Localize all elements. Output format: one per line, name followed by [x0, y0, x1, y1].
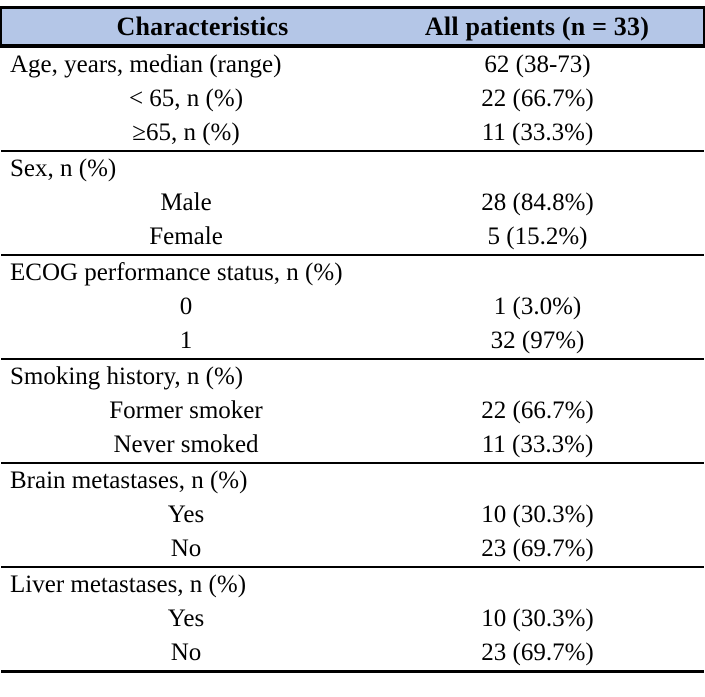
table-row: ECOG performance status, n (%): [1, 255, 704, 290]
row-value-cell: 10 (30.3%): [481, 604, 594, 632]
table-row: Sex, n (%): [1, 151, 704, 186]
row-label-cell: Yes: [167, 500, 205, 528]
table-row: 1 32 (97%): [1, 324, 704, 360]
patient-characteristics-table: Characteristics All patients (n = 33) Ag…: [0, 6, 705, 673]
table-row: Former smoker 22 (66.7%): [1, 394, 704, 428]
table-row: Never smoked 11 (33.3%): [1, 428, 704, 464]
table-row: Female 5 (15.2%): [1, 220, 704, 256]
row-value-cell: [371, 567, 704, 602]
row-label-cell: No: [1, 532, 371, 568]
row-label-cell: Male: [160, 188, 212, 216]
row-label-cell: ECOG performance status, n (%): [10, 258, 343, 286]
column-header-all-patients: All patients (n = 33): [371, 6, 705, 48]
row-value-cell: 1 (3.0%): [493, 292, 582, 320]
row-value-cell: [371, 463, 704, 498]
row-value-cell: [371, 255, 704, 290]
row-label-cell: Sex, n (%): [10, 154, 117, 182]
row-value-cell: [371, 151, 704, 186]
row-value-cell: [371, 359, 704, 394]
table-row: 0 1 (3.0%): [1, 290, 704, 324]
row-label-cell: Smoking history, n (%): [10, 362, 244, 390]
table-row: Age, years, median (range) 62 (38-73): [1, 46, 704, 82]
table-header: Characteristics All patients (n = 33): [0, 6, 705, 48]
table-row: Yes 10 (30.3%): [1, 602, 704, 636]
row-label-cell: Brain metastases, n (%): [10, 466, 248, 494]
table-row: ≥65, n (%) 11 (33.3%): [1, 116, 704, 152]
row-label-cell: Liver metastases, n (%): [10, 570, 247, 598]
row-label-cell: Female: [1, 220, 371, 256]
row-value-cell: 23 (69.7%): [371, 636, 704, 673]
table-row: < 65, n (%) 22 (66.7%): [1, 82, 704, 116]
row-label-cell: Age, years, median (range): [10, 50, 282, 78]
row-value-cell: 32 (97%): [371, 324, 704, 360]
row-value-cell: 11 (33.3%): [371, 428, 704, 464]
row-label-cell: 1: [1, 324, 371, 360]
row-label-cell: Former smoker: [109, 396, 263, 424]
row-value-cell: 23 (69.7%): [371, 532, 704, 568]
row-value-cell: 22 (66.7%): [481, 84, 594, 112]
header-row: Characteristics All patients (n = 33): [0, 6, 705, 48]
table-row: Yes 10 (30.3%): [1, 498, 704, 532]
column-header-characteristics: Characteristics: [0, 6, 371, 48]
row-value-cell: 28 (84.8%): [481, 188, 594, 216]
row-label-cell: No: [1, 636, 371, 673]
table-body: Age, years, median (range) 62 (38-73) < …: [1, 46, 704, 673]
row-value-cell: 22 (66.7%): [481, 396, 594, 424]
row-label-cell: ≥65, n (%): [1, 116, 371, 152]
table-row: Brain metastases, n (%): [1, 463, 704, 498]
row-label-cell: Never smoked: [1, 428, 371, 464]
table-row: No 23 (69.7%): [1, 532, 704, 568]
row-value-cell: 62 (38-73): [484, 50, 591, 78]
row-value-cell: 11 (33.3%): [371, 116, 704, 152]
table-row: No 23 (69.7%): [1, 636, 704, 673]
row-value-cell: 10 (30.3%): [481, 500, 594, 528]
row-value-cell: 5 (15.2%): [371, 220, 704, 256]
row-label-cell: Yes: [167, 604, 205, 632]
table-row: Male 28 (84.8%): [1, 186, 704, 220]
table-row: Liver metastases, n (%): [1, 567, 704, 602]
row-label-cell: 0: [179, 292, 193, 320]
row-label-cell: < 65, n (%): [128, 84, 244, 112]
table-row: Smoking history, n (%): [1, 359, 704, 394]
